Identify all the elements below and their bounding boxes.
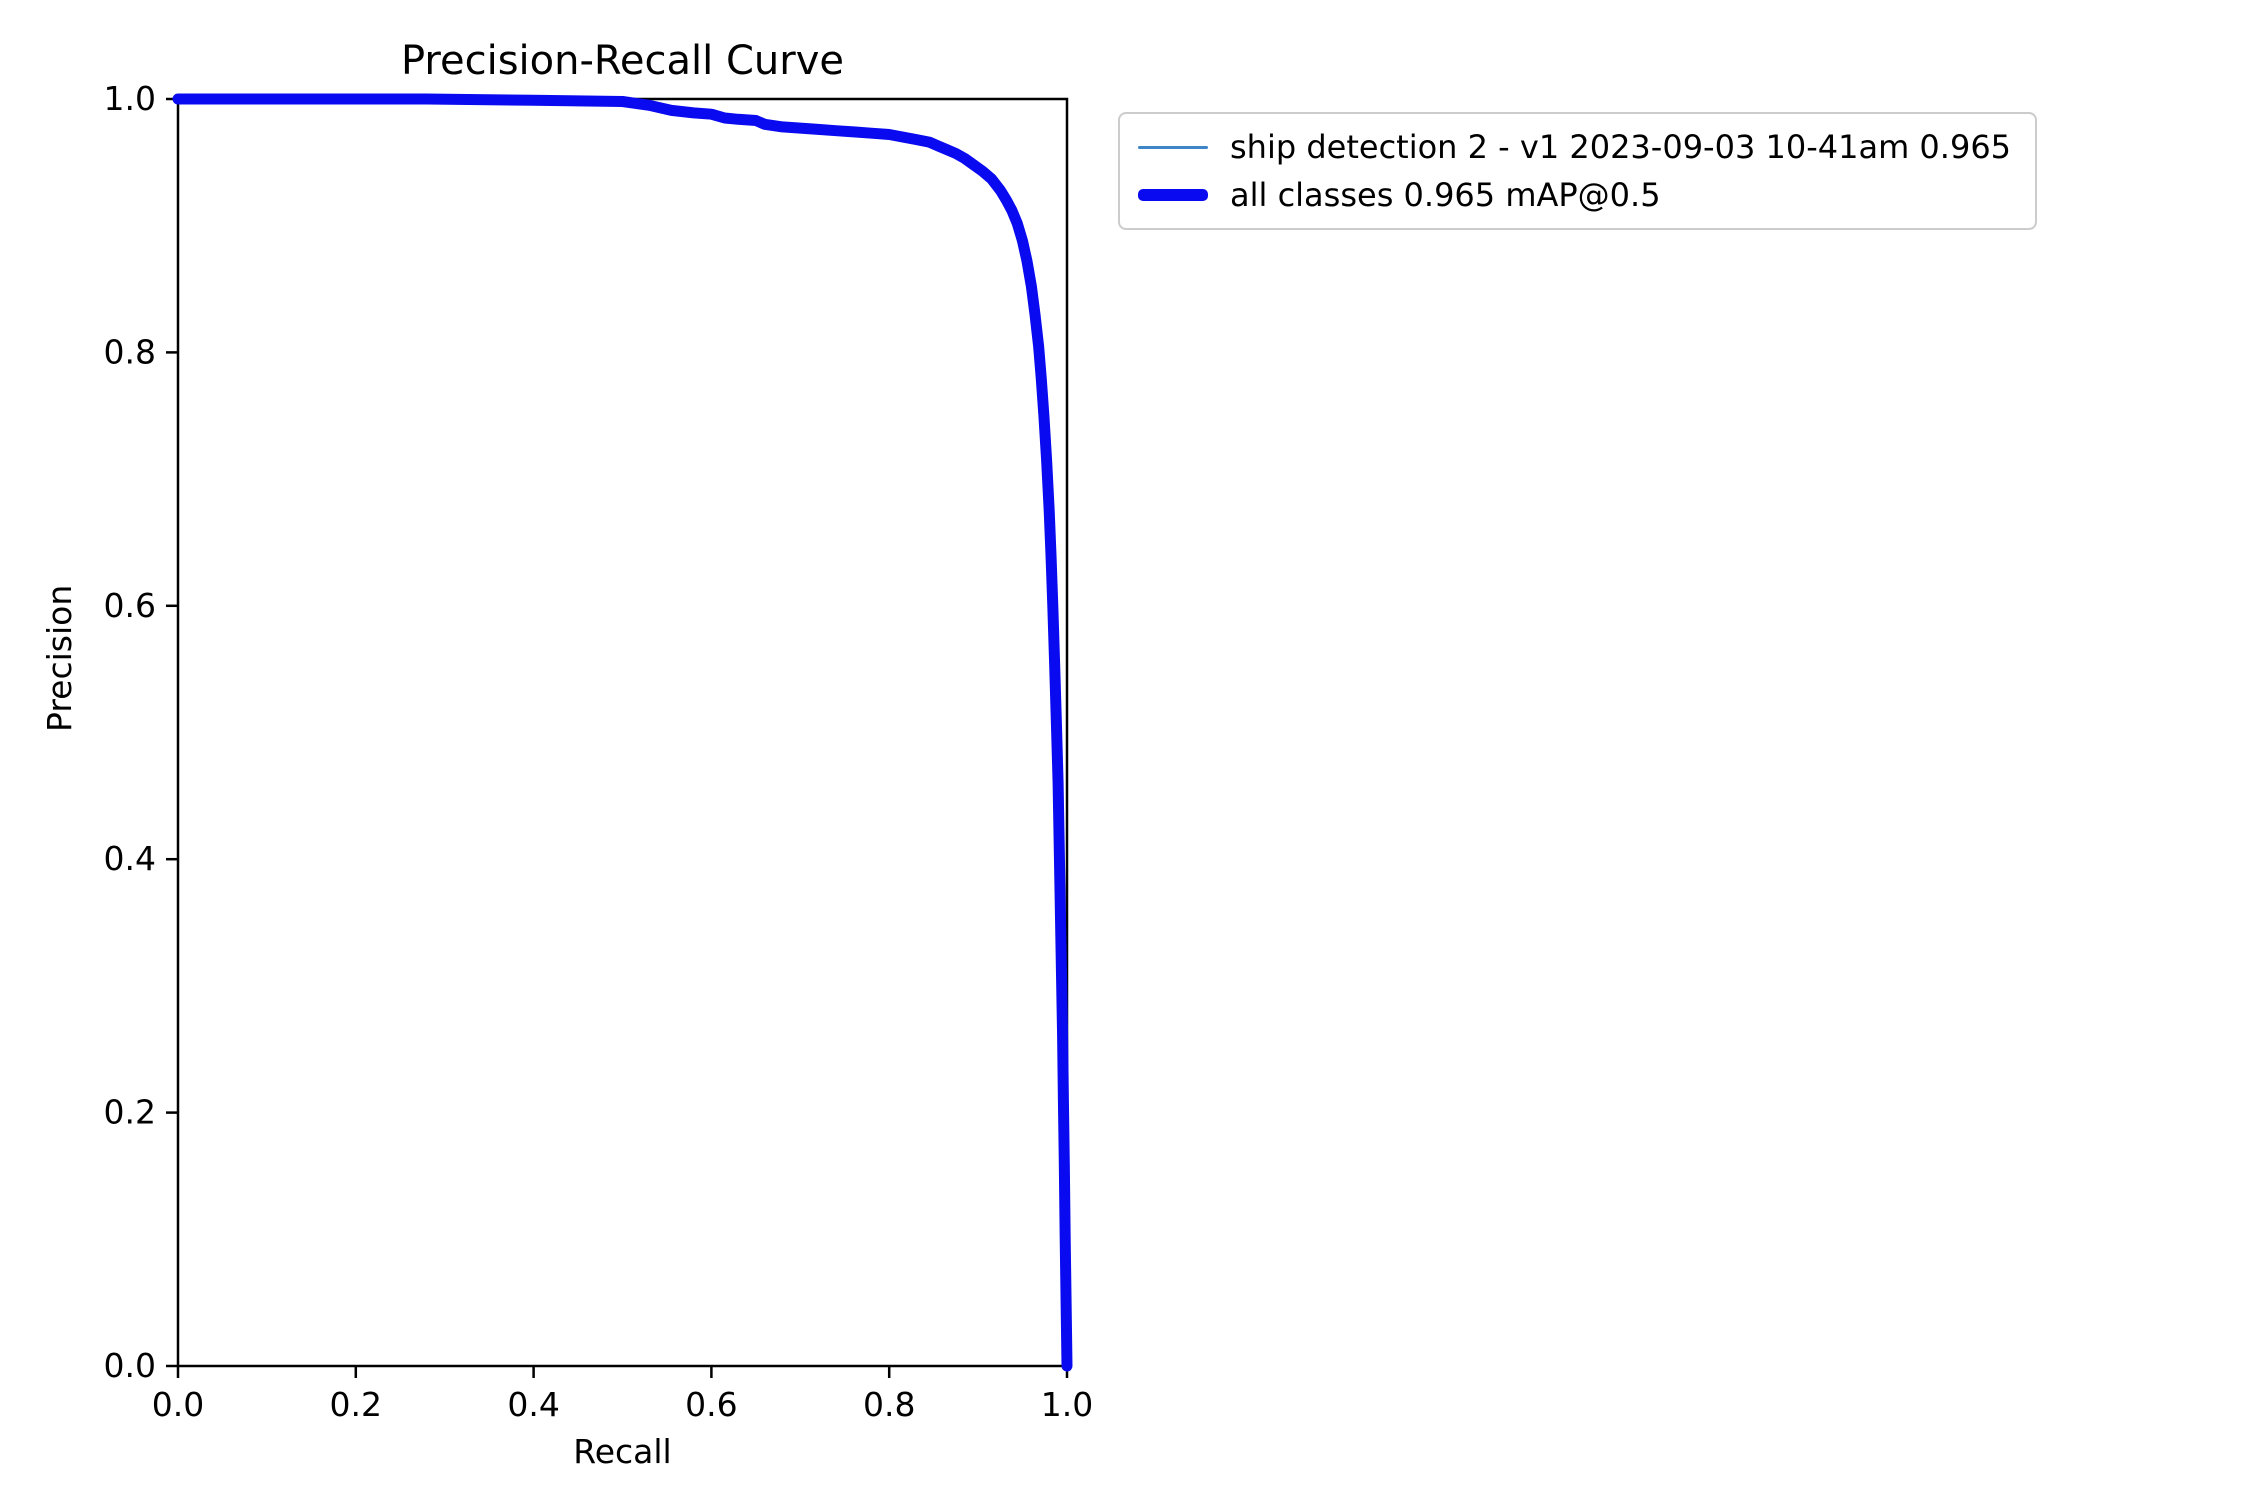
legend-label-model: ship detection 2 - v1 2023-09-03 10-41am… xyxy=(1230,128,2012,166)
x-tick-label: 0.8 xyxy=(863,1385,915,1424)
y-tick-label: 0.6 xyxy=(104,586,156,625)
chart-title: Precision-Recall Curve xyxy=(401,38,844,84)
legend-line-thin xyxy=(1138,145,1208,149)
x-tick-label: 0.4 xyxy=(507,1385,559,1424)
axes-frame xyxy=(176,97,1069,1368)
legend-line-thick xyxy=(1138,189,1208,201)
x-tick-label: 0.2 xyxy=(330,1385,382,1424)
legend: ship detection 2 - v1 2023-09-03 10-41am… xyxy=(1118,112,2038,230)
y-tick-label: 0.2 xyxy=(104,1093,156,1132)
x-tick-label: 1.0 xyxy=(1041,1385,1093,1424)
x-tick-label: 0.6 xyxy=(685,1385,737,1424)
pr-curve-all-classes xyxy=(172,93,1073,1372)
legend-label-all-classes: all classes 0.965 mAP@0.5 xyxy=(1230,176,1661,214)
y-tick-label: 0.8 xyxy=(104,332,156,371)
x-tick-label: 0.0 xyxy=(152,1385,204,1424)
pr-curve-thin xyxy=(176,97,1069,1368)
y-tick-label: 0.0 xyxy=(104,1346,156,1385)
x-axis-label: Recall xyxy=(573,1432,672,1471)
legend-item-model: ship detection 2 - v1 2023-09-03 10-41am… xyxy=(1138,128,2011,166)
y-tick-label: 1.0 xyxy=(104,79,156,118)
y-tick-label: 0.4 xyxy=(104,839,156,878)
legend-item-all-classes: all classes 0.965 mAP@0.5 xyxy=(1138,176,2011,214)
